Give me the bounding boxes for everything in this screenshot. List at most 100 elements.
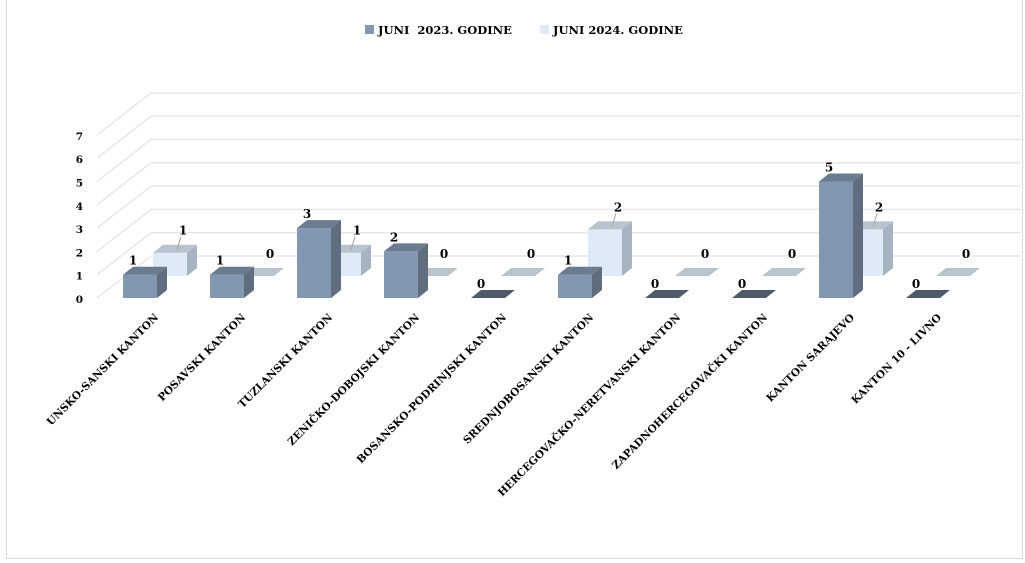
bar-side: [157, 266, 167, 298]
data-label: 0: [527, 247, 535, 261]
data-label-leader: [350, 236, 356, 250]
bar-side: [244, 266, 254, 298]
y-tick-label: 3: [76, 224, 83, 236]
data-label: 1: [179, 224, 187, 238]
bar-top: [297, 220, 341, 229]
bar-top: [123, 266, 167, 275]
bar-top: [501, 267, 545, 276]
bar-side: [361, 244, 371, 276]
bar-top: [645, 289, 689, 298]
bar-front: [384, 251, 418, 298]
legend-swatch-2023: [365, 25, 374, 34]
bar-2024-4: [501, 267, 545, 276]
bar-2024-7: [762, 267, 806, 276]
data-label: 0: [912, 277, 920, 291]
y-tick-label: 7: [76, 131, 83, 143]
bar-front: [123, 274, 157, 298]
bar-front: [558, 274, 592, 298]
bar-2024-6: [675, 267, 719, 276]
bar-side: [853, 173, 863, 298]
legend: JUNI 2023. GODINE JUNI 2024. GODINE: [365, 23, 683, 37]
y-tick-label: 6: [76, 154, 83, 166]
data-label: 0: [266, 247, 274, 261]
category-label: KANTON SARAJEVO: [764, 312, 857, 405]
bar-2023-5: [558, 266, 602, 298]
bar-2024-9: [936, 267, 980, 276]
bar-top: [819, 173, 863, 182]
data-label: 2: [875, 200, 883, 214]
y-tick-label: 0: [76, 294, 83, 306]
bar-2023-9: [906, 289, 950, 298]
data-label: 2: [614, 200, 622, 214]
bar-side: [187, 244, 197, 276]
data-label-leader: [176, 236, 182, 250]
data-label: 1: [564, 254, 572, 268]
bar-side: [418, 243, 428, 298]
gridline: [96, 255, 1021, 299]
gridline: [96, 162, 1021, 206]
chart-canvas: JUNI 2023. GODINE JUNI 2024. GODINE 0 1 2 3…: [45, 23, 1021, 499]
data-label: 1: [216, 254, 224, 268]
bar-side: [331, 220, 341, 298]
data-label: 2: [390, 230, 398, 244]
gridline: [96, 115, 1021, 159]
bar-front: [819, 181, 853, 298]
bar-front: [297, 228, 331, 298]
data-label: 3: [303, 207, 311, 221]
chart-frame: JUNI 2023. GODINE JUNI 2024. GODINE 0 1 2 3…: [6, 0, 1023, 559]
data-label: 0: [788, 247, 796, 261]
gridline: [96, 138, 1021, 183]
bar-front: [210, 274, 244, 298]
category-label: BOSANSKO-PODRINJSKI KANTON: [355, 311, 510, 466]
bar-top: [732, 289, 776, 298]
bar-side: [592, 266, 602, 298]
data-label: 0: [738, 277, 746, 291]
category-label: POSAVSKI KANTON: [156, 311, 249, 404]
bar-side: [622, 221, 632, 276]
data-label: 0: [962, 247, 970, 261]
bar-2023-2: [297, 220, 341, 298]
gridline: [96, 185, 1021, 229]
data-label: 5: [825, 161, 833, 175]
bar-top: [588, 221, 632, 230]
bar-2023-6: [645, 289, 689, 298]
bar-top: [675, 267, 719, 276]
category-label: UNSKO-SANSKI KANTON: [45, 311, 162, 428]
bar-top: [762, 267, 806, 276]
category-label: TUZLANSKI KANTON: [236, 311, 335, 410]
gridline: [96, 231, 1021, 276]
gridline: [96, 92, 1021, 136]
y-tick-label: 4: [76, 201, 83, 213]
gridlines: [96, 92, 1021, 299]
category-label: KANTON 10 - LIVNO: [849, 312, 944, 407]
legend-swatch-2024: [540, 25, 549, 34]
data-label: 0: [651, 277, 659, 291]
data-label: 1: [129, 254, 137, 268]
category-label: HERCEGOVAČKO-NERETVANSKI KANTON: [494, 310, 683, 499]
data-label: 0: [701, 247, 709, 261]
legend-label-2023: JUNI 2023. GODINE: [377, 23, 512, 37]
data-label-leader: [872, 213, 878, 227]
data-label-leader: [611, 213, 617, 227]
bar-top: [210, 266, 254, 275]
bar-2023-8: [819, 173, 863, 298]
bar-2023-0: [123, 266, 167, 298]
bar-top: [153, 244, 197, 253]
bar-top: [906, 289, 950, 298]
data-label: 0: [440, 247, 448, 261]
category-label: ZAPADNOHERCEGOVAČKI KANTON: [609, 310, 771, 472]
bars: 1 0 1 0 0 2 0 0 2 0 1 1 3 2 0 1 0 0 5 0: [123, 161, 980, 298]
y-tick-label: 5: [76, 178, 83, 190]
y-axis: 0 1 2 3 4 5 6 7: [76, 131, 83, 306]
bar-side: [883, 221, 893, 276]
bar-top: [471, 289, 515, 298]
bar-2023-4: [471, 289, 515, 298]
bar-2023-7: [732, 289, 776, 298]
y-tick-label: 1: [76, 271, 83, 283]
bar-2023-3: [384, 243, 428, 298]
bar-2023-1: [210, 266, 254, 298]
data-label: 1: [353, 224, 361, 238]
legend-label-2024: JUNI 2024. GODINE: [552, 23, 683, 37]
bar-top: [558, 266, 602, 275]
